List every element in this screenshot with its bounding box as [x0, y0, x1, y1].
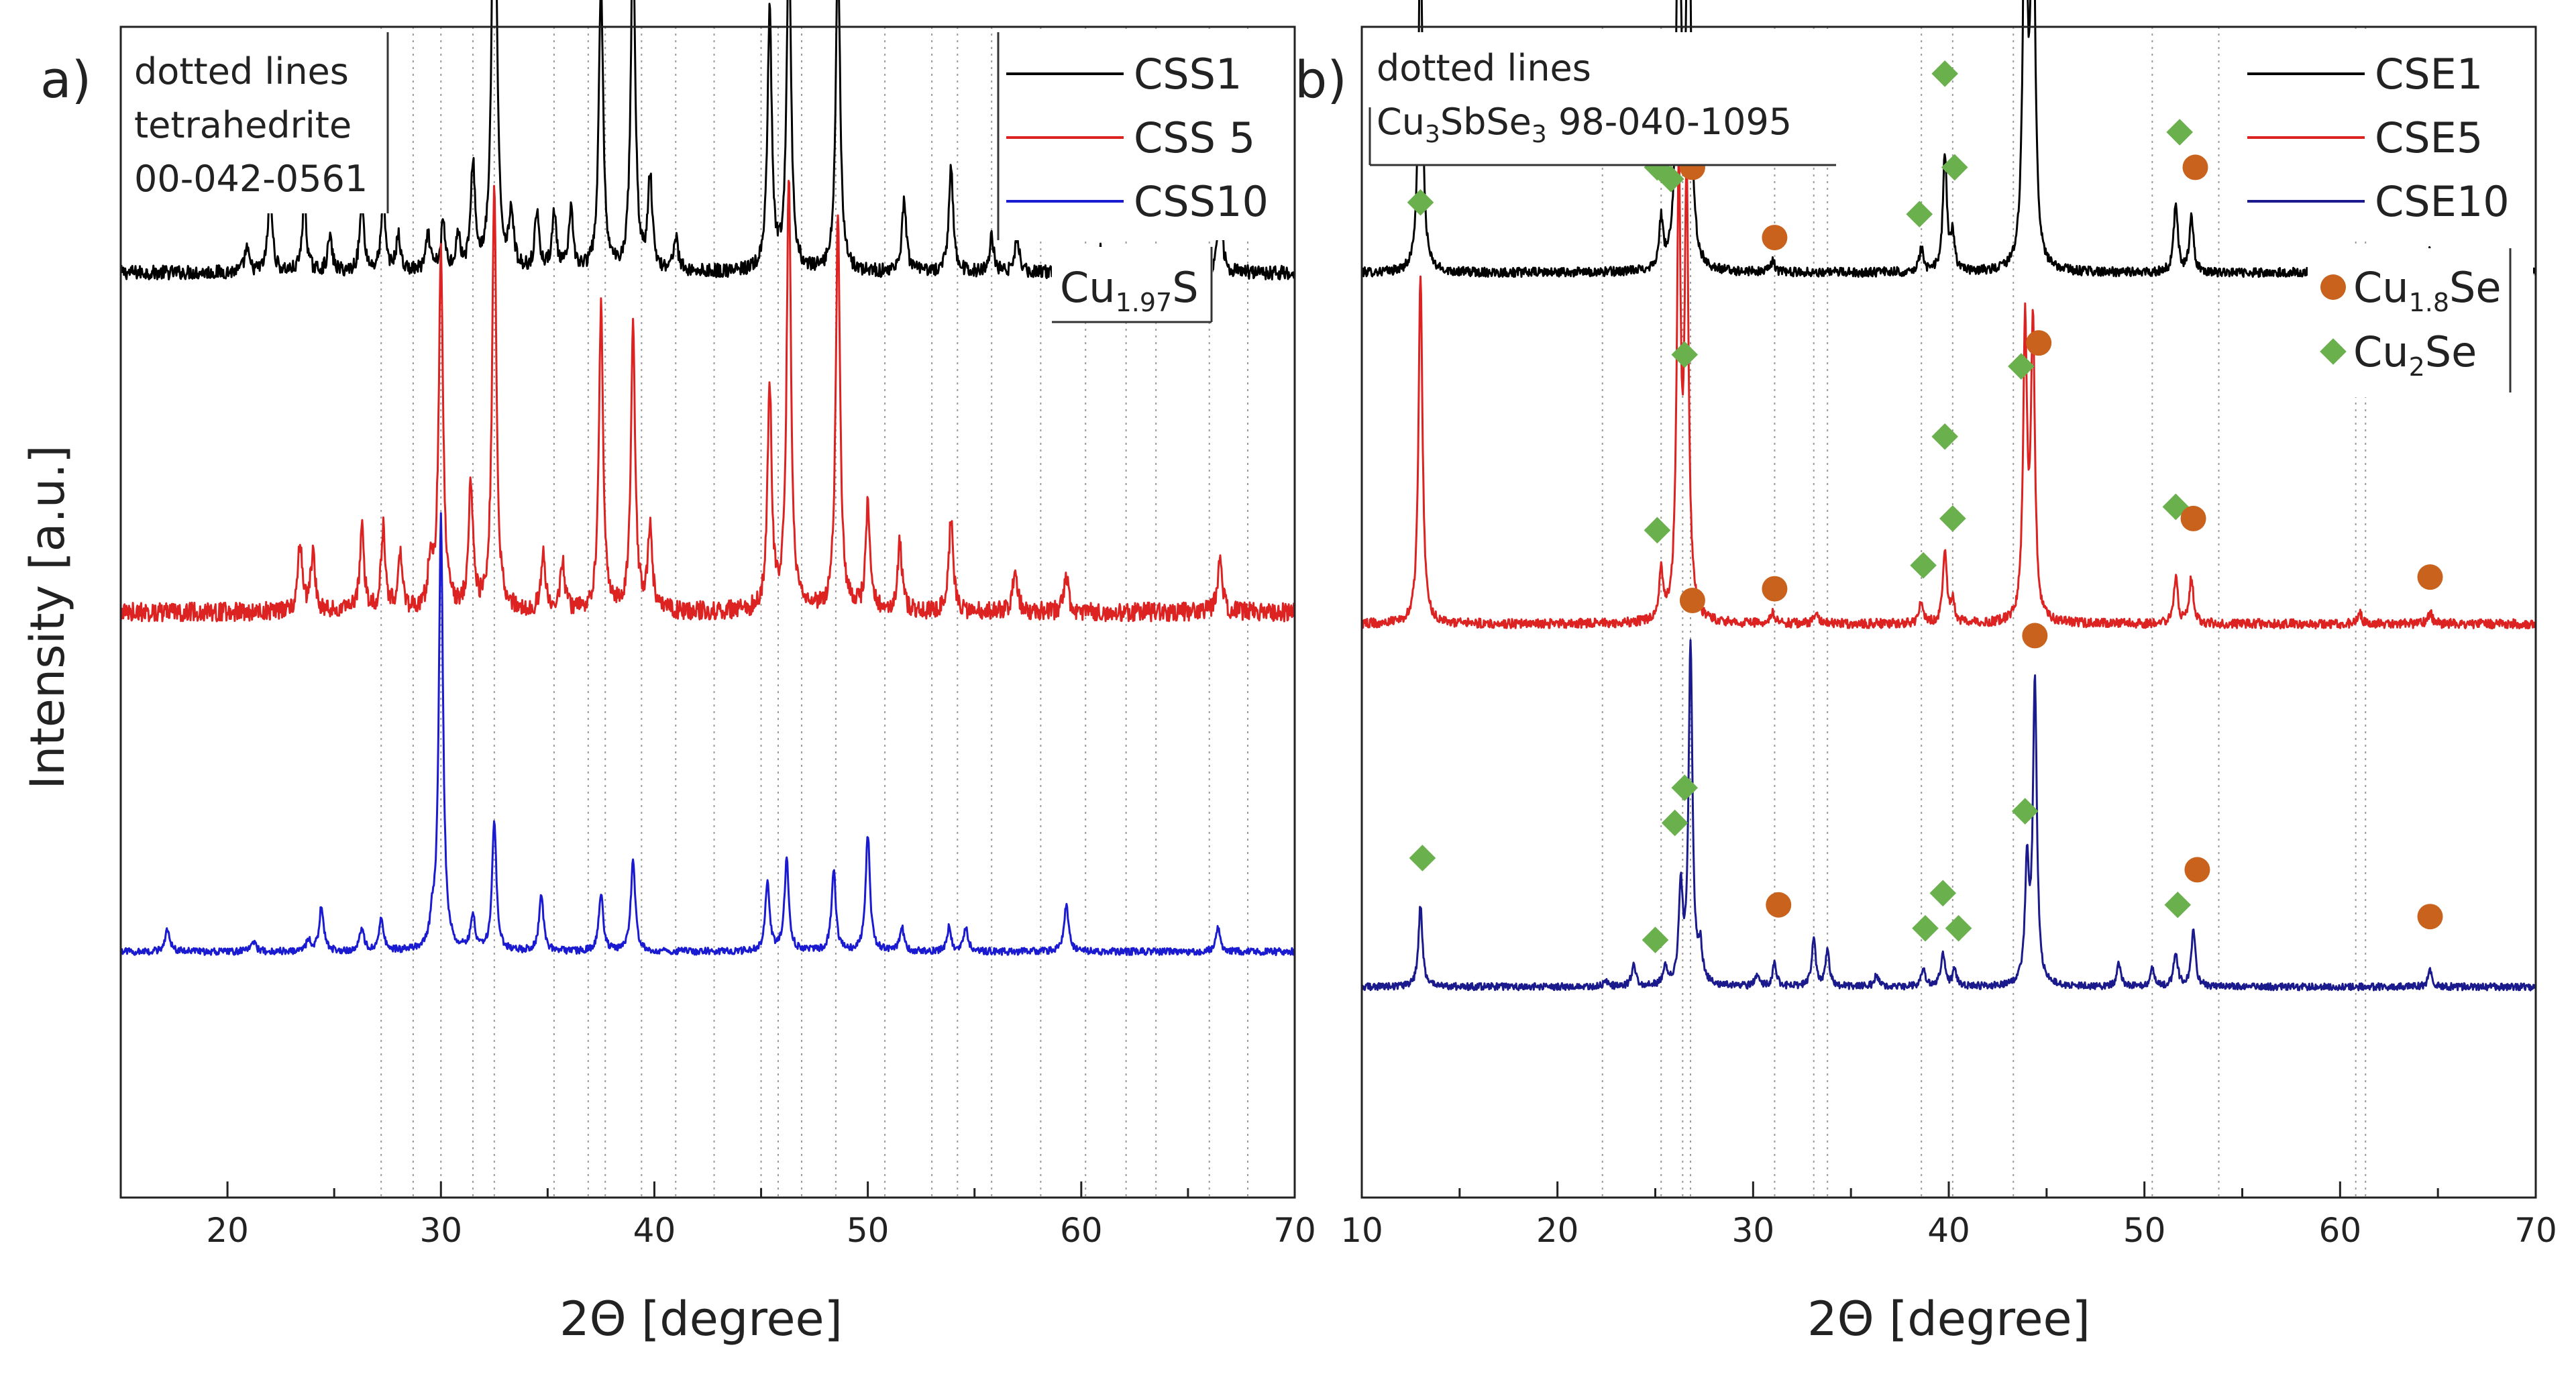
marker-cu18se	[1766, 892, 1792, 918]
panel-b: 10 20 30 40 50 60 70 b) dotted lines Cu3SbSe3 …	[1295, 0, 2557, 1346]
panel-a-note-bg	[126, 32, 388, 213]
panel-b-note-bg	[1370, 32, 1836, 165]
marker-cu18se	[2417, 904, 2443, 930]
marker-cu18se	[2184, 857, 2210, 883]
panel-b-phase-markers	[1407, 60, 2443, 953]
marker-cu2se	[1671, 341, 1699, 368]
panel-a-label: a)	[40, 50, 91, 109]
x-tick-label: 60	[2319, 1211, 2362, 1250]
marker-cu2se	[1642, 927, 1669, 953]
panel-b-note-line-1: dotted lines	[1377, 47, 1591, 89]
panel-b-label: b)	[1295, 50, 1347, 109]
marker-cu2se	[1658, 166, 1684, 193]
panel-b-marker-legend: Cu1.8Se Cu2Se	[2308, 248, 2533, 397]
marker-cu2se	[1409, 845, 1436, 871]
series-line-cse10	[1361, 639, 2537, 992]
marker-cu2se	[2011, 798, 2039, 825]
x-tick-label: 60	[1060, 1211, 1103, 1250]
legend-label-css10: CSS10	[1134, 177, 1269, 226]
x-tick-label: 50	[2123, 1211, 2166, 1250]
panel-a-note-line-3: 00-042-0561	[134, 158, 368, 200]
panel-a-legend: CSS1 CSS 5 CSS10	[997, 32, 1291, 240]
panel-a-phase-box: Cu1.97S	[1052, 247, 1213, 323]
marker-cu18se	[2182, 154, 2208, 180]
x-tick-label: 20	[206, 1211, 249, 1250]
marker-cu18se	[2022, 623, 2048, 649]
marker-cu2se	[1906, 201, 1933, 227]
x-tick-label: 40	[633, 1211, 676, 1250]
marker-cu18se	[2417, 564, 2443, 590]
panel-a-phase-box-bg	[1052, 247, 1213, 322]
panel-b-x-axis-title: 2Θ [degree]	[1807, 1291, 2090, 1346]
marker-cu2se	[2008, 353, 2035, 380]
marker-cu2se	[1661, 809, 1688, 837]
panel-a-frame	[119, 25, 1296, 1199]
x-tick-label: 70	[2514, 1211, 2557, 1250]
legend-marker-cu2se	[2320, 338, 2347, 365]
marker-cu18se	[1679, 588, 1705, 614]
x-tick-label: 30	[1732, 1211, 1775, 1250]
marker-cu2se	[1941, 154, 1968, 181]
panel-a: 20 30 40 50 60 70 a) dotted lines tetrahedrit…	[40, 0, 1316, 1346]
panel-b-x-axis: 10 20 30 40 50 60 70	[1340, 1181, 2557, 1250]
panel-a-reference-note: dotted lines tetrahedrite 00-042-0561	[126, 32, 389, 213]
x-tick-label: 50	[847, 1211, 890, 1250]
marker-cu2se	[1644, 517, 1671, 544]
panel-b-marker-legend-bg	[2308, 248, 2533, 397]
panel-b-legend: CSE1 CSE5 CSE10	[2241, 32, 2533, 240]
panel-a-phase-label: Cu1.97S	[1060, 263, 1199, 317]
x-tick-label: 40	[1927, 1211, 1970, 1250]
legend-marker-cu18se	[2320, 274, 2346, 300]
marker-cu2se	[1929, 880, 1957, 907]
y-axis-title: Intensity [a.u.]	[20, 445, 75, 789]
marker-cu2se	[1407, 189, 1434, 216]
marker-cu2se	[1931, 423, 1958, 450]
marker-cu2se	[1939, 505, 1966, 532]
x-tick-label: 30	[419, 1211, 462, 1250]
marker-cu2se	[1671, 774, 1699, 802]
legend-label-css1: CSS1	[1134, 50, 1242, 99]
legend-label-cu2se: Cu2Se	[2353, 327, 2477, 382]
panel-b-frame	[1360, 25, 2537, 1199]
x-tick-label: 10	[1340, 1211, 1383, 1250]
panel-b-note-line-2: Cu3SbSe3 98-040-1095	[1377, 101, 1792, 148]
legend-label-cse1: CSE1	[2375, 50, 2483, 99]
marker-cu2se	[1931, 60, 1958, 87]
panel-a-note-line-1: dotted lines	[134, 50, 349, 93]
legend-label-cu18se: Cu1.8Se	[2353, 263, 2502, 317]
series-line-cse5	[1360, 152, 2537, 630]
marker-cu2se	[1945, 914, 1972, 942]
legend-label-cse10: CSE10	[2375, 177, 2510, 226]
legend-label-css5: CSS 5	[1134, 113, 1255, 162]
marker-cu2se	[1910, 551, 1937, 579]
x-tick-label: 70	[1273, 1211, 1316, 1250]
marker-cu18se	[2026, 330, 2052, 356]
panel-b-reference-note: dotted lines Cu3SbSe3 98-040-1095	[1368, 32, 1836, 166]
panel-a-x-axis-title: 2Θ [degree]	[559, 1291, 843, 1346]
marker-cu2se	[1912, 914, 1939, 942]
panel-a-note-line-2: tetrahedrite	[134, 104, 352, 146]
series-line-css5	[119, 180, 1296, 623]
x-tick-label: 20	[1536, 1211, 1579, 1250]
marker-cu18se	[1762, 576, 1788, 602]
marker-cu2se	[2164, 891, 2192, 918]
marker-cu2se	[2166, 119, 2193, 146]
marker-cu18se	[2180, 505, 2206, 531]
marker-cu18se	[1762, 225, 1788, 251]
series-line-css10	[119, 512, 1295, 957]
legend-label-cse5: CSE5	[2375, 113, 2483, 162]
